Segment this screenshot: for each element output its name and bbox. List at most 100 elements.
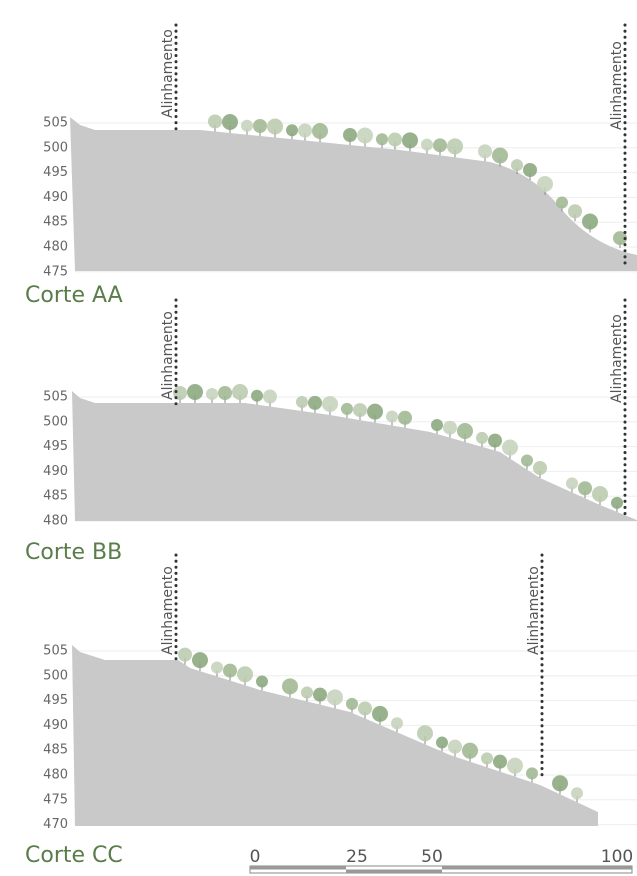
ground-bb bbox=[72, 391, 637, 521]
tree bbox=[537, 176, 553, 192]
scale-label: 25 bbox=[346, 847, 368, 867]
tree bbox=[232, 384, 248, 400]
tree bbox=[353, 403, 367, 418]
elevation-label: 500 bbox=[43, 668, 68, 683]
tree bbox=[443, 420, 457, 435]
tree bbox=[533, 461, 547, 475]
tree bbox=[578, 481, 592, 496]
elevation-label: 475 bbox=[43, 792, 68, 807]
tree bbox=[267, 118, 283, 135]
tree bbox=[256, 675, 268, 688]
elevation-label: 505 bbox=[43, 644, 68, 659]
tree bbox=[343, 128, 357, 142]
ground-aa bbox=[70, 117, 637, 271]
section-title: Corte BB bbox=[25, 540, 122, 565]
tree bbox=[192, 652, 208, 669]
scale-label: 100 bbox=[601, 847, 633, 867]
tree bbox=[492, 147, 508, 164]
tree bbox=[222, 114, 238, 130]
tree bbox=[507, 757, 523, 774]
tree bbox=[358, 701, 372, 716]
tree bbox=[357, 127, 373, 144]
tree bbox=[237, 666, 253, 683]
tree bbox=[613, 231, 627, 246]
elevation-label: 495 bbox=[43, 165, 68, 180]
tree bbox=[187, 384, 203, 400]
tree bbox=[312, 123, 328, 139]
tree bbox=[582, 213, 598, 230]
alignment-label: Alinhamento bbox=[160, 311, 176, 400]
tree bbox=[502, 439, 518, 456]
tree bbox=[211, 661, 223, 674]
elevation-label: 480 bbox=[43, 514, 68, 529]
elevation-label: 500 bbox=[43, 414, 68, 429]
tree bbox=[386, 410, 398, 423]
tree bbox=[206, 388, 218, 400]
tree bbox=[436, 736, 448, 749]
tree bbox=[481, 752, 493, 765]
elevation-label: 495 bbox=[43, 693, 68, 708]
tree bbox=[488, 433, 502, 448]
tree bbox=[457, 423, 473, 439]
scale-label: 0 bbox=[250, 847, 261, 867]
tree bbox=[327, 689, 343, 706]
elevation-label: 490 bbox=[43, 464, 68, 479]
elevation-label: 490 bbox=[43, 718, 68, 733]
tree bbox=[433, 138, 447, 153]
tree bbox=[521, 454, 533, 467]
tree bbox=[462, 742, 478, 759]
section-title: Corte CC bbox=[25, 843, 123, 868]
scale-bar bbox=[249, 865, 633, 874]
elevation-label: 475 bbox=[43, 264, 68, 279]
elevation-label: 490 bbox=[43, 190, 68, 205]
alignment-label: Alinhamento bbox=[609, 41, 625, 130]
tree bbox=[251, 389, 263, 402]
tree bbox=[286, 124, 298, 137]
elevation-label: 505 bbox=[43, 116, 68, 131]
elevation-label: 470 bbox=[43, 817, 68, 832]
tree bbox=[556, 196, 568, 209]
tree bbox=[511, 159, 523, 172]
tree bbox=[313, 687, 327, 702]
alignment-label: Alinhamento bbox=[609, 314, 625, 403]
tree bbox=[493, 754, 507, 769]
elevation-label: 505 bbox=[43, 390, 68, 405]
tree bbox=[322, 396, 338, 412]
tree bbox=[568, 204, 582, 219]
tree bbox=[282, 678, 298, 695]
tree bbox=[476, 431, 488, 444]
tree bbox=[448, 739, 462, 754]
tree bbox=[301, 686, 313, 699]
tree bbox=[566, 477, 578, 490]
tree bbox=[478, 144, 492, 159]
tree bbox=[263, 389, 277, 404]
tree bbox=[296, 396, 308, 409]
tree bbox=[223, 663, 237, 678]
elevation-label: 485 bbox=[43, 743, 68, 758]
elevation-label: 480 bbox=[43, 240, 68, 255]
tree bbox=[208, 114, 222, 129]
elevation-label: 495 bbox=[43, 439, 68, 454]
tree bbox=[178, 647, 192, 662]
tree bbox=[376, 133, 388, 146]
tree bbox=[218, 386, 232, 400]
tree bbox=[346, 697, 358, 710]
tree bbox=[552, 775, 568, 792]
tree bbox=[447, 138, 463, 155]
tree bbox=[367, 403, 383, 420]
alignment-label: Alinhamento bbox=[160, 29, 176, 118]
tree bbox=[372, 705, 388, 722]
ground-cc bbox=[72, 645, 598, 826]
elevation-label: 485 bbox=[43, 489, 68, 504]
tree bbox=[308, 395, 322, 410]
tree bbox=[341, 402, 353, 415]
tree bbox=[523, 163, 537, 177]
tree bbox=[402, 132, 418, 149]
tree bbox=[431, 419, 443, 431]
tree bbox=[388, 132, 402, 147]
section-title: Corte AA bbox=[25, 283, 123, 308]
tree bbox=[391, 717, 403, 730]
tree bbox=[253, 119, 267, 133]
alignment-label: Alinhamento bbox=[526, 566, 542, 655]
